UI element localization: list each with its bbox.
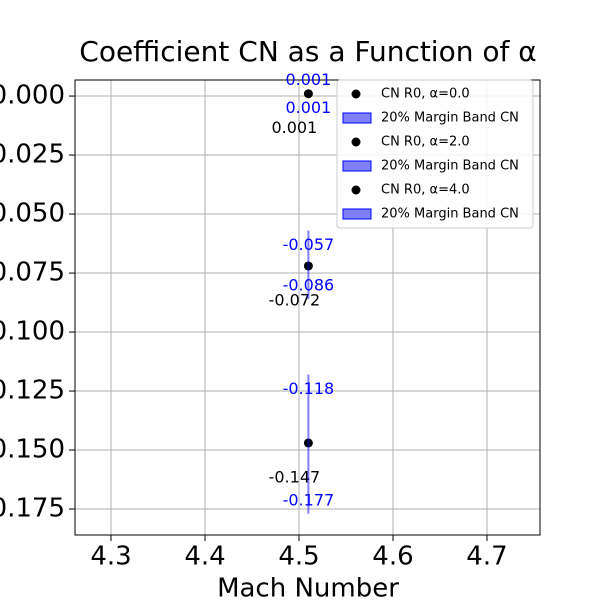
y-tick-label: 0.000 xyxy=(0,81,65,111)
y-tick-label: −0.050 xyxy=(0,199,65,229)
legend-swatch xyxy=(342,112,372,124)
value-label: -0.072 xyxy=(269,290,321,309)
margin-band xyxy=(307,374,310,514)
value-label: 0.001 xyxy=(271,118,317,137)
legend-marker xyxy=(351,89,361,99)
x-tick-label: 4.3 xyxy=(90,542,131,572)
y-tick-label: −0.025 xyxy=(0,140,65,170)
legend-label: CN R0, α=0.0 xyxy=(381,87,470,102)
band-upper-label: 0.001 xyxy=(285,98,331,117)
chart-title: Coefficient CN as a Function of α xyxy=(79,35,536,68)
band-upper-label: -0.057 xyxy=(283,235,335,254)
y-tick-label: −0.175 xyxy=(0,494,65,524)
legend-label: CN R0, α=4.0 xyxy=(381,183,470,198)
band-lower-label: 0.001 xyxy=(285,70,331,89)
x-axis-label: Mach Number xyxy=(217,574,399,600)
legend-label: 20% Margin Band CN xyxy=(381,111,519,126)
band-lower-label: -0.177 xyxy=(283,490,335,509)
legend: CN R0, α=0.0 20% Margin Band CN CN R0, α=2… xyxy=(336,79,534,229)
legend-swatch xyxy=(342,160,372,172)
y-tick-label: −0.150 xyxy=(0,435,65,465)
x-tick-label: 4.5 xyxy=(278,542,319,572)
x-tick-label: 4.4 xyxy=(184,542,225,572)
value-label: -0.147 xyxy=(269,467,321,486)
band-lower-label: -0.086 xyxy=(283,276,335,295)
x-tick-label: 4.7 xyxy=(466,542,507,572)
legend-box xyxy=(336,79,534,229)
legend-label: 20% Margin Band CN xyxy=(381,207,519,222)
margin-band xyxy=(307,230,310,300)
y-tick-label: −0.075 xyxy=(0,258,65,288)
legend-marker xyxy=(351,185,361,195)
legend-swatch xyxy=(342,208,372,220)
x-tick-label: 4.6 xyxy=(372,542,413,572)
y-tick-label: −0.125 xyxy=(0,376,65,406)
legend-marker xyxy=(351,137,361,147)
plot-frame xyxy=(74,79,541,536)
band-upper-label: -0.118 xyxy=(283,379,335,398)
legend-label: 20% Margin Band CN xyxy=(381,159,519,174)
legend-label: CN R0, α=2.0 xyxy=(381,135,470,150)
margin-band xyxy=(307,93,310,95)
y-tick-label: −0.100 xyxy=(0,317,65,347)
